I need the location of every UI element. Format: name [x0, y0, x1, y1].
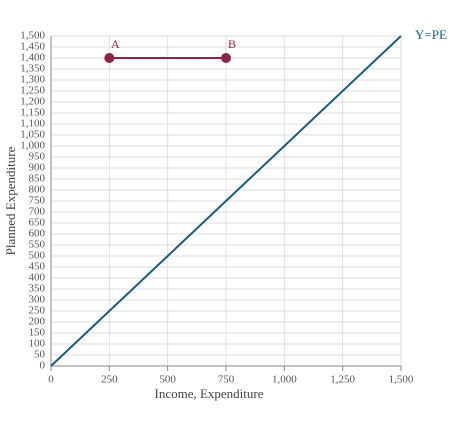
- y-tick-label: 400: [29, 272, 46, 284]
- y-tick-label: 1,200: [20, 96, 45, 108]
- y-tick-label: 1,050: [20, 129, 45, 141]
- y-tick-label: 1,250: [20, 85, 45, 97]
- y-tick-label: 1,350: [20, 63, 45, 75]
- y-tick-label: 500: [29, 250, 46, 262]
- y-tick-label: 0: [40, 360, 46, 372]
- x-tick-label: 500: [159, 374, 176, 386]
- y-tick-label: 350: [29, 283, 46, 295]
- x-tick-label: 250: [101, 374, 118, 386]
- y-tick-label: 250: [29, 305, 46, 317]
- y-tick-label: 100: [29, 338, 46, 350]
- y-tick-label: 1,000: [20, 140, 45, 152]
- x-axis-label: Income, Expenditure: [154, 386, 263, 401]
- x-tick-label: 750: [218, 374, 235, 386]
- y-tick-label: 650: [29, 217, 46, 229]
- y-tick-label: 200: [29, 316, 46, 328]
- y-tick-label: 950: [29, 151, 46, 163]
- y-tick-label: 1,500: [20, 30, 45, 42]
- y-tick-label: 450: [29, 261, 46, 273]
- y-tick-label: 850: [29, 173, 46, 185]
- y-tick-label: 1,300: [20, 74, 45, 86]
- y-tick-label: 550: [29, 239, 46, 251]
- point-label: A: [111, 37, 120, 51]
- y-tick-label: 800: [29, 184, 46, 196]
- series-line: [50, 35, 402, 367]
- x-tick-label: 1,500: [389, 374, 414, 386]
- y-tick-label: 750: [29, 195, 46, 207]
- x-tick-label: 1,000: [272, 374, 297, 386]
- y-tick-label: 1,100: [20, 118, 45, 130]
- y-tick-label: 1,450: [20, 41, 45, 53]
- point: [221, 53, 231, 63]
- y-tick-label: 50: [34, 349, 46, 361]
- y-tick-label: 700: [29, 206, 46, 218]
- y-tick-label: 1,150: [20, 107, 45, 119]
- y-tick-label: 1,400: [20, 52, 45, 64]
- x-tick-label: 1,250: [330, 374, 355, 386]
- y-tick-label: 600: [29, 228, 46, 240]
- point-label: B: [228, 37, 236, 51]
- x-tick-label: 0: [48, 374, 54, 386]
- y-axis-label: Planned Expenditure: [3, 146, 18, 255]
- y-tick-label: 300: [29, 294, 46, 306]
- series-label: Y=PE: [415, 27, 447, 42]
- y-tick-label: 150: [29, 327, 46, 339]
- y-tick-label: 900: [29, 162, 46, 174]
- point: [104, 53, 115, 63]
